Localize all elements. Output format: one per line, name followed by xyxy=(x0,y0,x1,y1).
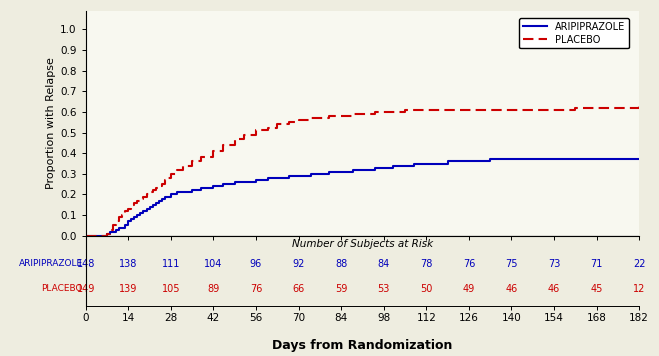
Text: 49: 49 xyxy=(463,284,475,294)
Text: Days from Randomization: Days from Randomization xyxy=(272,339,453,352)
Text: 76: 76 xyxy=(250,284,262,294)
Y-axis label: Proportion with Relapse: Proportion with Relapse xyxy=(46,57,56,189)
PLACEBO xyxy=(422,108,430,112)
Text: 12: 12 xyxy=(633,284,645,294)
Text: 22: 22 xyxy=(633,259,645,269)
Text: 46: 46 xyxy=(505,284,517,294)
ARIPIPRAZOLE xyxy=(161,194,169,199)
Line: ARIPIPRAZOLE: ARIPIPRAZOLE xyxy=(86,159,639,236)
ARIPIPRAZOLE xyxy=(325,172,333,176)
Text: 46: 46 xyxy=(548,284,560,294)
Text: 138: 138 xyxy=(119,259,138,269)
Text: 73: 73 xyxy=(548,259,560,269)
Text: 149: 149 xyxy=(76,284,95,294)
Text: 50: 50 xyxy=(420,284,432,294)
Text: 105: 105 xyxy=(161,284,180,294)
Text: 84: 84 xyxy=(378,259,390,269)
Text: 45: 45 xyxy=(590,284,603,294)
PLACEBO xyxy=(529,108,536,112)
Legend: ARIPIPRAZOLE, PLACEBO: ARIPIPRAZOLE, PLACEBO xyxy=(519,18,629,48)
Text: 139: 139 xyxy=(119,284,138,294)
Text: PLACEBO: PLACEBO xyxy=(42,284,83,293)
Text: 96: 96 xyxy=(250,259,262,269)
PLACEBO xyxy=(106,227,114,232)
Text: 71: 71 xyxy=(590,259,603,269)
Text: ARIPIPRAZOLE: ARIPIPRAZOLE xyxy=(18,260,83,268)
ARIPIPRAZOLE xyxy=(486,157,494,162)
ARIPIPRAZOLE xyxy=(252,178,260,182)
PLACEBO xyxy=(155,184,163,188)
ARIPIPRAZOLE xyxy=(264,178,272,182)
PLACEBO xyxy=(635,104,643,108)
PLACEBO xyxy=(106,232,114,236)
Text: 92: 92 xyxy=(293,259,304,269)
Text: 78: 78 xyxy=(420,259,432,269)
Text: 148: 148 xyxy=(76,259,95,269)
Text: 111: 111 xyxy=(161,259,180,269)
Text: 76: 76 xyxy=(463,259,475,269)
Text: Number of Subjects at Risk: Number of Subjects at Risk xyxy=(292,239,433,249)
Line: PLACEBO: PLACEBO xyxy=(86,106,639,236)
Text: 66: 66 xyxy=(293,284,304,294)
Text: 89: 89 xyxy=(208,284,219,294)
PLACEBO xyxy=(82,234,90,238)
Text: 59: 59 xyxy=(335,284,347,294)
ARIPIPRAZOLE xyxy=(152,201,159,205)
ARIPIPRAZOLE xyxy=(635,157,643,162)
ARIPIPRAZOLE xyxy=(115,225,123,230)
Text: 75: 75 xyxy=(505,259,518,269)
Text: 53: 53 xyxy=(378,284,390,294)
Text: 88: 88 xyxy=(335,259,347,269)
Text: 104: 104 xyxy=(204,259,223,269)
PLACEBO xyxy=(370,110,378,114)
ARIPIPRAZOLE xyxy=(82,234,90,238)
